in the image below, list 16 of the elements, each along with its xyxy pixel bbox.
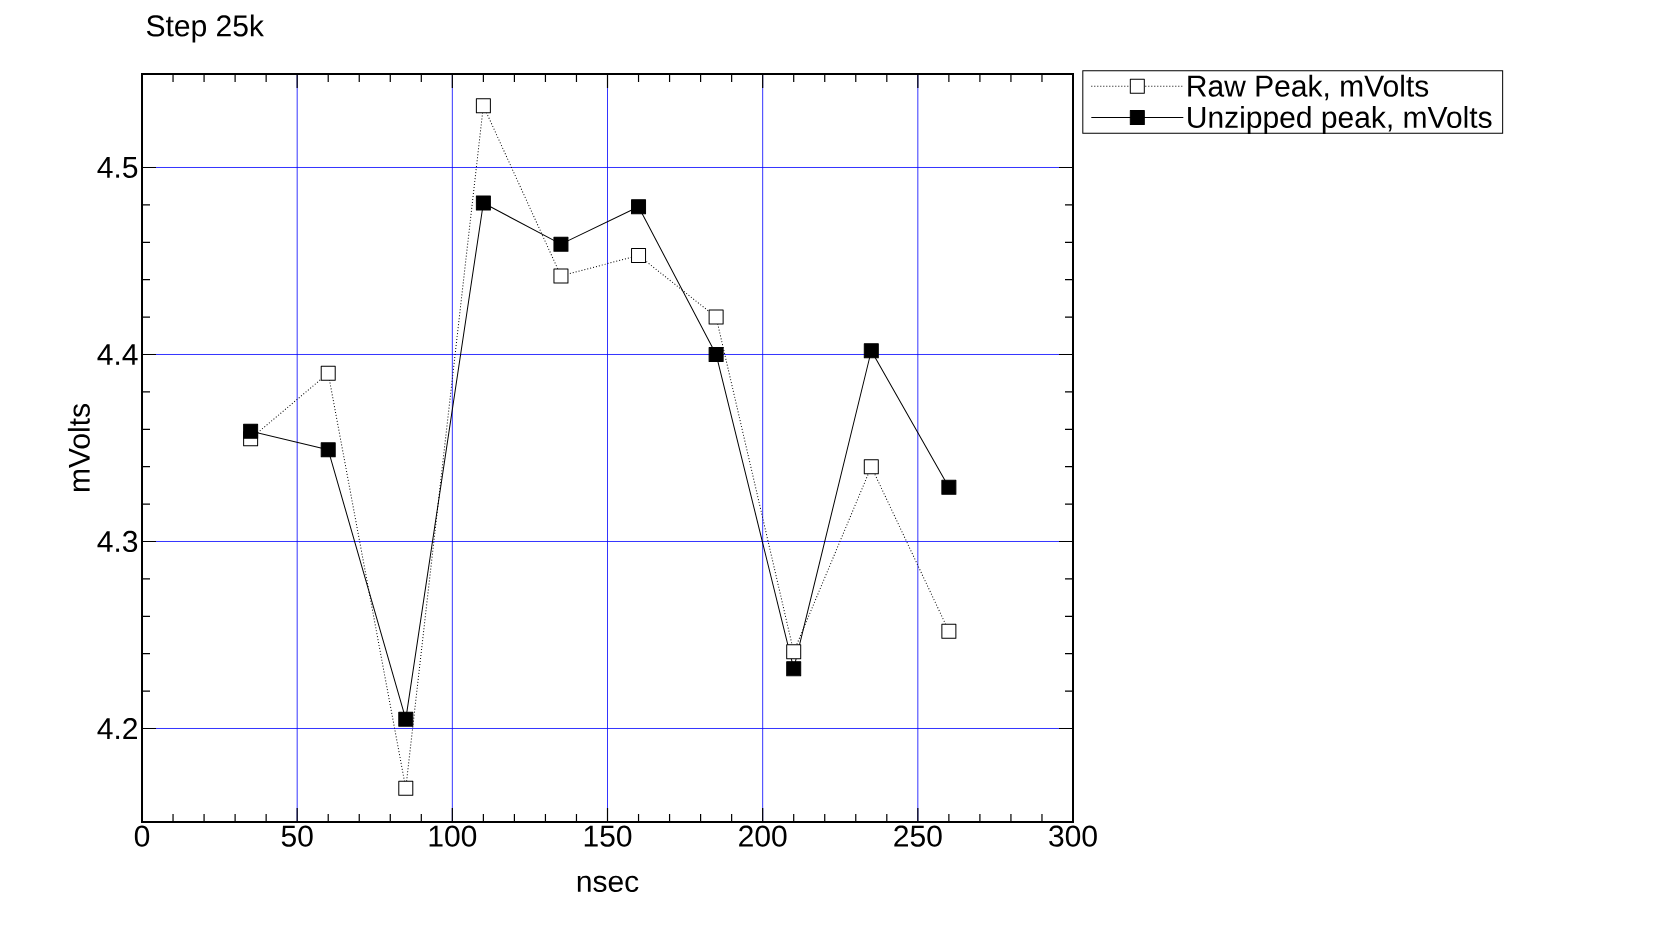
x-tick-label: 300 — [1049, 825, 1097, 847]
y-tick-label: 4.4 — [97, 344, 138, 365]
y-tick-label: 4.3 — [97, 530, 138, 553]
legend-label: Unzipped peak, mVolts — [1188, 105, 1492, 134]
y-tick-label: 4.2 — [97, 718, 137, 739]
x-tick-label: 0 — [134, 825, 150, 847]
x-tick-label: 100 — [429, 825, 477, 847]
y-tick-label: 4.5 — [97, 157, 138, 178]
y-axis-title: mVolts — [67, 404, 90, 492]
x-tick-label: 200 — [739, 825, 787, 847]
x-axis-title: nsec — [577, 875, 639, 893]
x-tick-label: 250 — [894, 825, 942, 847]
chart-title: Step 25k — [146, 14, 264, 43]
legend-label: Raw Peak, mVolts — [1188, 74, 1429, 101]
x-tick-label: 150 — [584, 825, 632, 847]
x-tick-label: 50 — [281, 825, 313, 847]
